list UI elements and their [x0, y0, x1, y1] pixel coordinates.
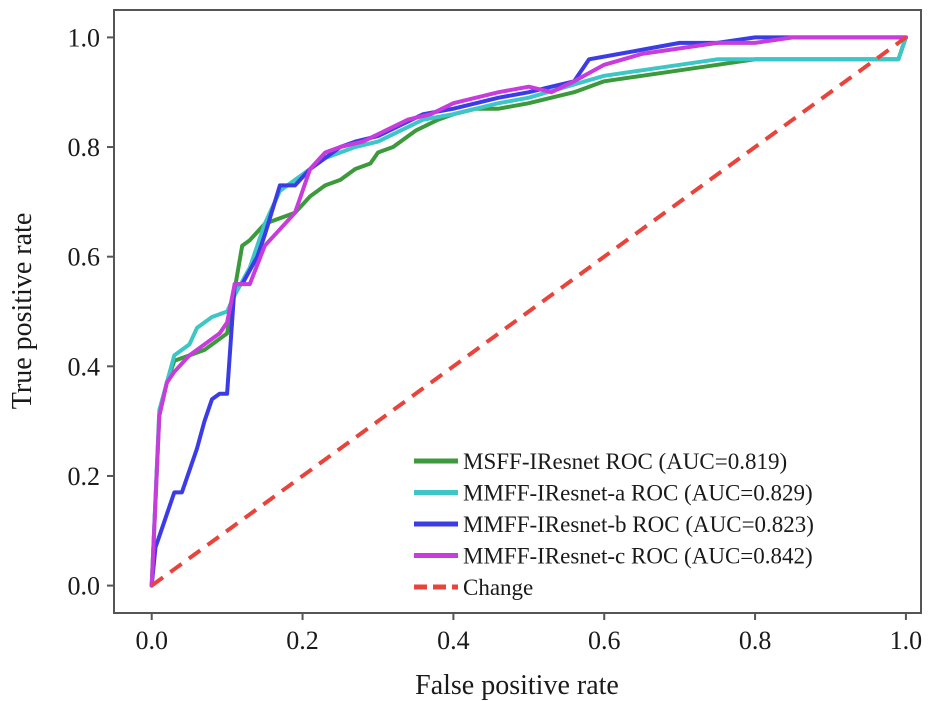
y-tick-label: 0.6: [68, 243, 101, 272]
legend-label: MMFF-IResnet-c ROC (AUC=0.842): [463, 544, 813, 569]
series-layer: [149, 35, 908, 588]
y-tick-label: 0.0: [68, 572, 101, 601]
y-tick-label: 0.4: [68, 352, 101, 381]
plot-frame: [113, 9, 922, 614]
y-tick-label: 1.0: [68, 23, 101, 52]
y-tick-label: 0.2: [68, 462, 101, 491]
x-tick-label: 0.8: [739, 626, 772, 655]
y-axis-label: True positive rate: [7, 213, 38, 410]
legend-label: MSFF-IResnet ROC (AUC=0.819): [463, 449, 787, 474]
legend-label: MMFF-IResnet-b ROC (AUC=0.823): [463, 512, 814, 537]
series-line-2: [149, 35, 908, 588]
series-line-3: [149, 35, 908, 588]
series-line-4: [150, 35, 908, 588]
x-tick-label: 0.6: [588, 626, 621, 655]
series-line-1: [149, 35, 908, 588]
x-tick-label: 1.0: [890, 626, 923, 655]
y-axis: 0.0 0.2 0.4 0.6 0.8 1.0: [68, 23, 114, 601]
x-tick-label: 0.4: [437, 626, 470, 655]
series-line-0: [149, 35, 908, 588]
legend-label: MMFF-IResnet-a ROC (AUC=0.829): [463, 481, 813, 506]
legend-label: Change: [463, 575, 533, 600]
x-tick-label: 0.2: [286, 626, 319, 655]
legend: MSFF-IResnet ROC (AUC=0.819) MMFF-IResnet…: [414, 449, 814, 600]
x-tick-label: 0.0: [135, 626, 168, 655]
y-tick-label: 0.8: [68, 133, 101, 162]
x-axis: 0.0 0.2 0.4 0.6 0.8 1.0: [135, 613, 922, 655]
x-axis-label: False positive rate: [415, 670, 619, 701]
